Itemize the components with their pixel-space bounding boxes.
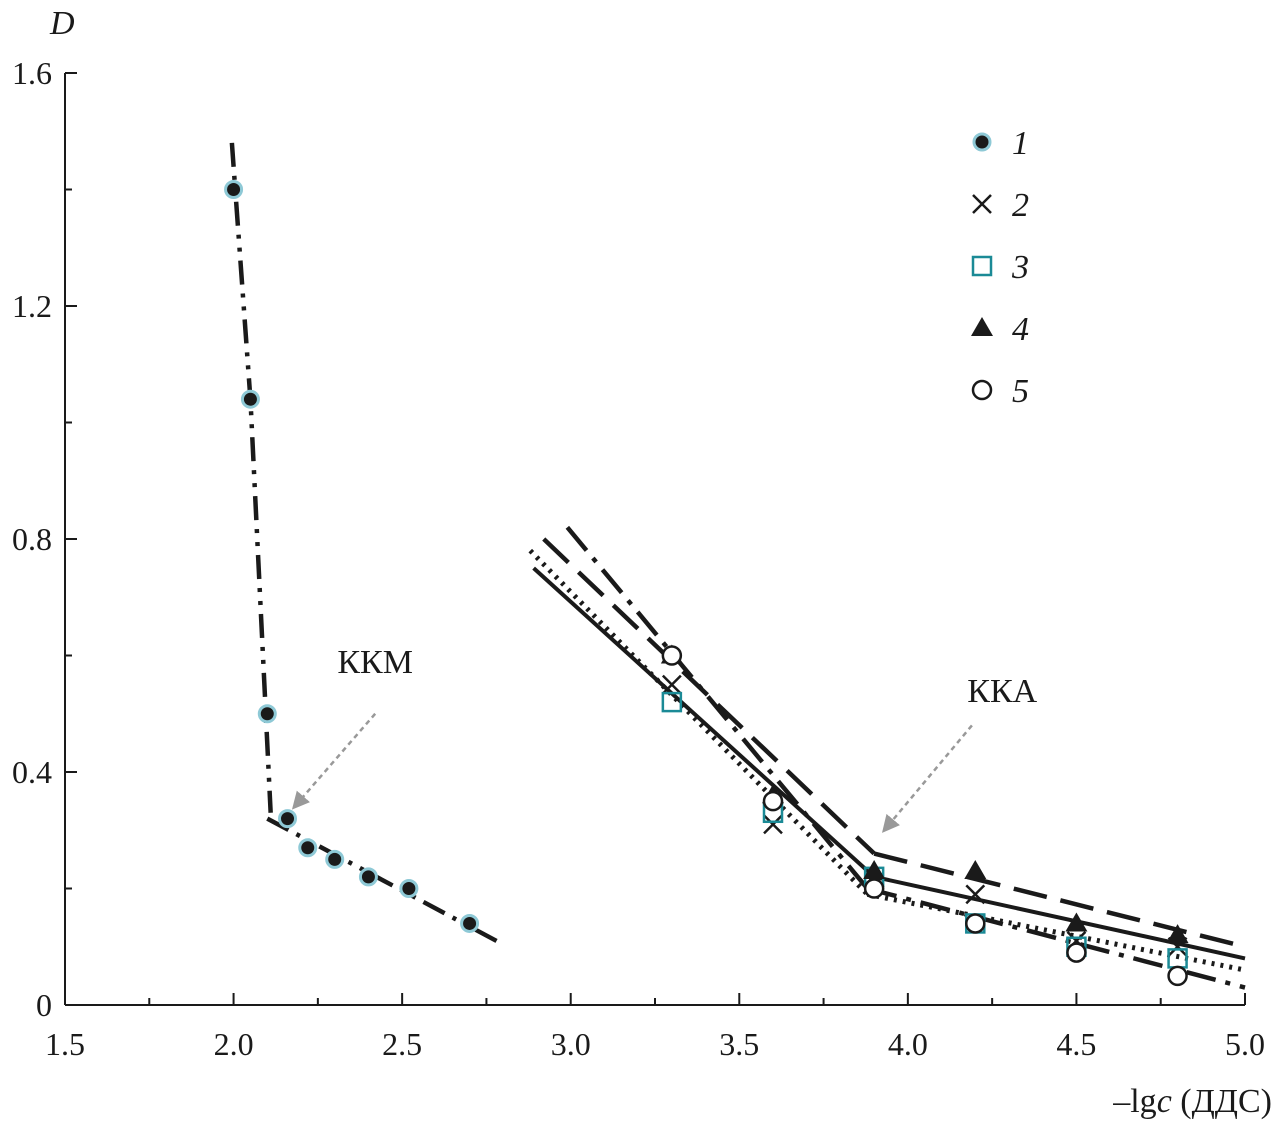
x-axis-title: –lgc (ДДС) [1112,1083,1272,1120]
fit-line-kka-fit-dashdot-b [866,886,1246,990]
x-ticks: 1.5 2.0 2.5 3.0 3.5 4.0 4.5 5.0 [45,993,1265,1062]
y-tick-label: 0.4 [12,754,52,790]
data-point [661,674,682,695]
data-point [358,867,378,887]
data-point [1066,942,1087,963]
x-tick-label: 5.0 [1225,1026,1265,1062]
x-tick-label: 1.5 [45,1026,85,1062]
x-tick-label: 3.5 [719,1026,759,1062]
x-axis-title-variable: c [1157,1083,1172,1120]
x-axis-title-prefix: –lg [1112,1083,1156,1120]
data-point [661,691,683,713]
legend-marker-3 [971,255,993,277]
data-point [863,860,886,880]
data-point [965,913,986,934]
legend-marker-5 [971,379,993,401]
annotations: ККМ ККА [291,644,1038,833]
data-point [763,814,783,835]
x-tick-label: 2.5 [382,1026,422,1062]
fit-line-kka-fit-solid-b [873,874,1246,961]
legend-label-1: 1 [1012,125,1029,162]
x-tick-label: 3.0 [551,1026,591,1062]
y-tick-label: 1.2 [12,288,52,324]
legend-marker-1 [972,132,992,152]
data-point [257,704,277,724]
data-point [240,389,260,409]
y-tick-label: 1.6 [12,55,52,91]
y-tick-label: 0.8 [12,521,52,557]
data-point [1166,924,1189,944]
x-tick-label: 4.5 [1056,1026,1096,1062]
annotation-label-kka: ККА [967,673,1037,710]
fit-line-kkm-fit-shallow [266,816,498,943]
data-point [399,879,419,898]
fit-line-kka-fit-solid-a [532,566,876,879]
legend: 1 2 3 4 5 [971,125,1029,410]
legend-label-2: 2 [1012,187,1029,224]
legend-marker-2 [972,194,992,214]
data-point [298,838,318,858]
legend-label-4: 4 [1012,311,1029,348]
data-point [964,860,987,880]
annotation-arrow-kkm [291,712,377,810]
fit-line-kka-fit-dotted-b [866,891,1246,973]
axes: 0 0.4 0.8 1.2 1.6 1.5 2.0 2.5 3.0 3.5 4.0 4.5 5.0 [12,55,1265,1062]
fit-line-kka-fit-dashdot-a [565,525,870,890]
legend-marker-4 [971,317,993,336]
legend-label-5: 5 [1012,373,1029,410]
data-point [1167,965,1188,987]
data-point [460,913,480,933]
y-tick-label: 0 [36,987,52,1023]
fit-lines [229,142,1246,990]
y-ticks: 0 0.4 0.8 1.2 1.6 [12,55,77,1023]
annotation-arrow-kka [882,724,973,833]
x-tick-label: 4.0 [888,1026,928,1062]
annotation-label-kkm: ККМ [337,644,413,681]
data-point [325,849,345,869]
fit-line-kka-fit-dashed-a [542,537,876,856]
data-point [661,645,683,666]
data-point [965,884,986,905]
fit-line-kka-fit-dotted-a [528,548,870,897]
data-point [1065,912,1088,932]
fit-line-kka-fit-dashed-b [873,851,1246,949]
legend-label-3: 3 [1011,249,1029,286]
data-point [224,180,244,199]
y-axis-title: D [49,5,75,42]
series-5 [661,645,1188,987]
data-point [762,790,784,812]
x-axis-title-suffix: (ДДС) [1172,1083,1272,1120]
data-point [278,809,298,829]
data-point [863,878,885,899]
series-1 [224,180,480,933]
x-tick-label: 2.0 [214,1026,254,1062]
series-4 [660,644,1189,944]
data-markers [224,180,1189,987]
